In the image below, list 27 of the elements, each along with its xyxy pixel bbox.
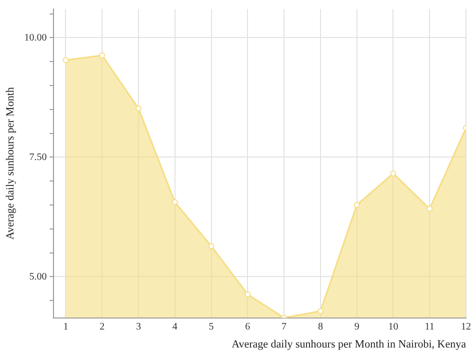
- x-tick-label: 4: [172, 321, 178, 332]
- point: [354, 202, 360, 208]
- x-tick-label: 7: [282, 321, 287, 332]
- point: [426, 206, 433, 212]
- point: [317, 308, 324, 314]
- x-tick-label: 6: [245, 321, 250, 332]
- y-tick-label: 7.50: [29, 152, 47, 163]
- x-tick-label: 10: [388, 321, 398, 332]
- point: [99, 52, 106, 58]
- point: [62, 57, 69, 64]
- point: [172, 199, 178, 206]
- x-tick-label: 8: [318, 321, 323, 332]
- y-tick-label: 10.00: [24, 32, 47, 44]
- x-tick-label: 5: [208, 321, 214, 332]
- y-tick-label: 5.00: [29, 271, 47, 282]
- point: [135, 105, 142, 112]
- x-tick-label: 1: [63, 321, 68, 332]
- y-axis-title: Average daily sunhours per Month: [4, 86, 16, 240]
- point: [208, 243, 214, 250]
- x-axis-title: Average daily sunhours per Month in Nairobi, Kenya: [232, 338, 466, 350]
- point: [390, 170, 396, 176]
- point: [244, 291, 251, 298]
- x-tick-label: 2: [100, 321, 105, 332]
- x-tick-label: 11: [424, 321, 434, 332]
- x-tick-label: 12: [461, 321, 471, 332]
- x-tick-label: 9: [354, 321, 360, 332]
- x-tick-label: 3: [136, 321, 141, 332]
